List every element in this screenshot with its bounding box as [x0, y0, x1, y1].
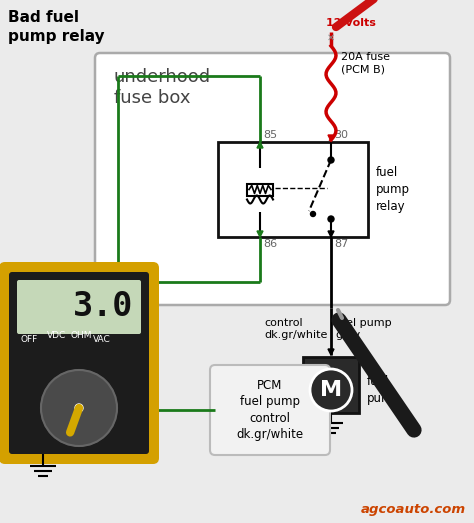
- Circle shape: [328, 157, 334, 163]
- Text: fuel pump
gray: fuel pump gray: [335, 318, 392, 340]
- Polygon shape: [257, 231, 263, 237]
- Text: 87: 87: [334, 239, 348, 249]
- Text: M: M: [320, 380, 342, 400]
- Polygon shape: [257, 142, 263, 148]
- Circle shape: [41, 370, 117, 446]
- Text: Bad fuel
pump relay: Bad fuel pump relay: [8, 10, 105, 43]
- Text: VAC: VAC: [93, 335, 111, 344]
- Text: fuel
pump
relay: fuel pump relay: [376, 166, 410, 213]
- Text: 86: 86: [263, 239, 277, 249]
- FancyBboxPatch shape: [9, 272, 149, 454]
- Polygon shape: [328, 349, 334, 355]
- Circle shape: [75, 404, 83, 412]
- Circle shape: [310, 369, 352, 411]
- Text: VDC: VDC: [47, 331, 66, 340]
- Polygon shape: [328, 135, 334, 141]
- Text: 30: 30: [334, 130, 348, 140]
- Bar: [218, 142, 368, 237]
- FancyBboxPatch shape: [17, 280, 141, 334]
- FancyBboxPatch shape: [95, 53, 450, 305]
- Text: 12 volts: 12 volts: [326, 18, 376, 28]
- Polygon shape: [116, 298, 120, 303]
- Bar: [247, 184, 273, 196]
- Text: ✕: ✕: [327, 33, 335, 43]
- Text: agcoauto.com: agcoauto.com: [361, 503, 466, 516]
- FancyBboxPatch shape: [210, 365, 330, 455]
- Text: fuel
pump: fuel pump: [367, 375, 401, 405]
- Text: 3.0: 3.0: [73, 290, 133, 324]
- Circle shape: [328, 216, 334, 222]
- Bar: [303, 357, 359, 413]
- Text: 85: 85: [263, 130, 277, 140]
- FancyBboxPatch shape: [0, 262, 159, 464]
- Polygon shape: [115, 308, 121, 314]
- Text: OFF: OFF: [21, 335, 38, 344]
- Text: 20A fuse
(PCM B): 20A fuse (PCM B): [341, 52, 390, 74]
- Polygon shape: [328, 231, 334, 237]
- Text: control
dk.gr/white: control dk.gr/white: [264, 318, 328, 340]
- Text: underhood
fuse box: underhood fuse box: [114, 68, 211, 107]
- Text: PCM
fuel pump
control
dk.gr/white: PCM fuel pump control dk.gr/white: [237, 379, 303, 441]
- Circle shape: [310, 211, 316, 217]
- Text: OHM: OHM: [71, 331, 92, 340]
